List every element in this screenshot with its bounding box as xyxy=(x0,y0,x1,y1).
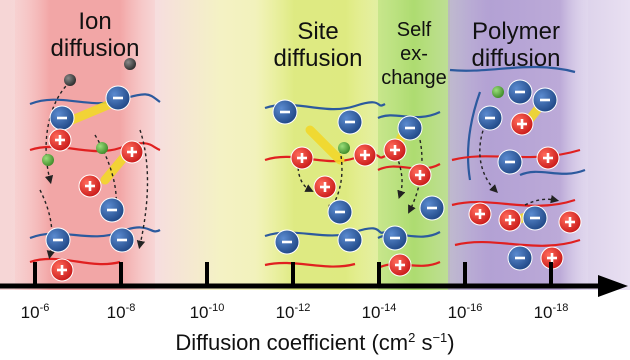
hop-arrow xyxy=(479,124,498,193)
polycation-chain xyxy=(377,163,441,172)
regime-label-line: Polymer xyxy=(471,18,561,45)
tick-label: 10-16 xyxy=(447,302,483,322)
polycation-chain xyxy=(29,257,121,266)
regime-label-line: Site xyxy=(297,18,339,45)
regime-label-line: ex- xyxy=(400,43,428,65)
ions xyxy=(42,58,582,282)
counter-ion xyxy=(64,74,76,86)
polycation-chain xyxy=(264,261,356,268)
tick-label: 10-6 xyxy=(20,302,50,322)
small-ion xyxy=(338,142,350,154)
hop-arrow xyxy=(394,149,406,199)
regime-label-line: Ion xyxy=(78,8,112,35)
regime-label-line: diffusion xyxy=(50,35,140,62)
regime-label-line: Self xyxy=(396,19,432,41)
tick-label: 10-8 xyxy=(106,302,136,322)
regime-label-line: diffusion xyxy=(471,45,561,72)
small-ion xyxy=(42,154,54,166)
tick-label: 10-14 xyxy=(361,302,397,322)
polyanion-chain xyxy=(519,168,586,177)
hop-arrow xyxy=(297,149,314,192)
ion-pair-bond xyxy=(305,125,345,165)
regime-label-polymer: Polymer diffusion xyxy=(450,18,582,72)
hop-arrow xyxy=(524,195,560,206)
polycation-chain xyxy=(451,198,576,207)
tick-label: 10-12 xyxy=(275,302,311,322)
polycation-chain xyxy=(454,238,581,247)
axis-arrowhead xyxy=(598,275,628,297)
small-ion xyxy=(492,86,504,98)
regime-label-ion: Ion diffusion xyxy=(40,8,150,62)
axis-ticks xyxy=(33,262,553,288)
hop-arrow xyxy=(327,149,343,214)
regime-label-self-exchange: Self ex- change xyxy=(376,18,452,90)
polyanion-chain xyxy=(449,65,576,74)
regime-label-line: diffusion xyxy=(273,45,363,72)
axis-title: Diffusion coefficient (cm2 s−1) xyxy=(175,330,455,355)
regime-label-line: change xyxy=(381,67,447,89)
small-ion xyxy=(96,142,108,154)
regime-label-site: Site diffusion xyxy=(258,18,378,72)
tick-label: 10-18 xyxy=(533,302,569,322)
tick-label: 10-10 xyxy=(189,302,225,322)
hop-arrow xyxy=(44,81,71,185)
counter-ion xyxy=(124,58,136,70)
polyanion-chain xyxy=(466,91,482,181)
